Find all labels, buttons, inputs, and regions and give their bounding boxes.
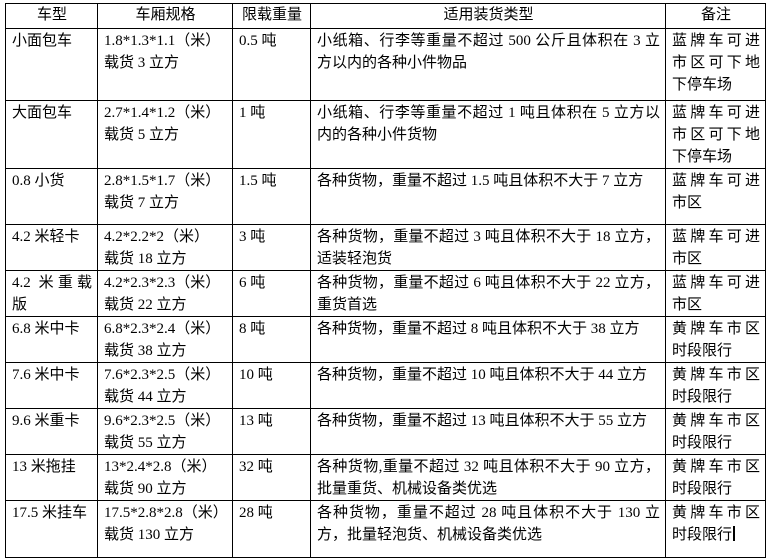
cell-cargo-type: 各种货物，重量不超过 28 吨且体积不大于 130 立方，批量轻泡货、机械设备类… <box>310 500 666 558</box>
cell-box-spec: 2.7*1.4*1.2（米） 载货 5 立方 <box>97 100 233 169</box>
cell-remark: 黄牌车市区时段限行 <box>665 362 766 409</box>
spec-volume: 载货 5 立方 <box>104 127 180 143</box>
spec-dimensions: 13*2.4*2.8（米） <box>104 459 217 475</box>
cell-cargo-type: 各种货物，重量不超过 1.5 吨且体积不大于 7 立方 <box>310 168 666 225</box>
column-header-load-limit: 限载重量 <box>232 3 311 29</box>
cell-box-spec: 4.2*2.3*2.3（米） 载货 22 立方 <box>97 270 233 317</box>
spec-dimensions: 4.2*2.2*2（米） <box>104 229 210 245</box>
spec-dimensions: 1.8*1.3*1.1（米） <box>104 33 221 49</box>
cell-box-spec: 4.2*2.2*2（米） 载货 18 立方 <box>97 224 233 271</box>
table-row: 小面包车 1.8*1.3*1.1（米） 载货 3 立方 0.5 吨 小纸箱、行李… <box>5 28 766 101</box>
cell-box-spec: 6.8*2.3*2.4（米） 载货 38 立方 <box>97 316 233 363</box>
cell-remark: 蓝牌车可进市区可下地下停车场 <box>665 28 766 101</box>
cell-remark: 黄牌车市区时段限行 <box>665 316 766 363</box>
cell-box-spec: 7.6*2.3*2.5（米） 载货 44 立方 <box>97 362 233 409</box>
cell-remark: 蓝牌车可进市区 <box>665 224 766 271</box>
table-row: 17.5 米挂车 17.5*2.8*2.8（米） 载货 130 立方 28 吨 … <box>5 500 766 558</box>
cell-vehicle-type: 0.8 小货 <box>5 168 98 225</box>
spec-volume: 载货 18 立方 <box>104 251 187 267</box>
cell-vehicle-type: 4.2 米轻卡 <box>5 224 98 271</box>
table-row: 0.8 小货 2.8*1.5*1.7（米） 载货 7 立方 1.5 吨 各种货物… <box>5 168 766 225</box>
column-header-vehicle-type: 车型 <box>5 3 98 29</box>
cell-vehicle-type: 9.6 米重卡 <box>5 408 98 455</box>
cell-load-limit: 0.5 吨 <box>232 28 311 101</box>
spec-volume: 载货 22 立方 <box>104 297 187 313</box>
cell-remark: 黄牌车市区时段限行 <box>665 454 766 501</box>
cell-box-spec: 2.8*1.5*1.7（米） 载货 7 立方 <box>97 168 233 225</box>
spec-dimensions: 9.6*2.3*2.5（米） <box>104 413 221 429</box>
cell-remark: 黄牌车市区时段限行 <box>665 500 766 558</box>
spec-dimensions: 6.8*2.3*2.4（米） <box>104 321 221 337</box>
table-row: 4.2 米轻卡 4.2*2.2*2（米） 载货 18 立方 3 吨 各种货物，重… <box>5 224 766 271</box>
text-cursor <box>733 526 736 541</box>
column-header-box-spec: 车厢规格 <box>97 3 233 29</box>
column-header-remark: 备注 <box>665 3 766 29</box>
cell-remark: 蓝牌车可进市区 <box>665 168 766 225</box>
cell-remark: 蓝牌车可进市区 <box>665 270 766 317</box>
table-row: 4.2 米重载版 4.2*2.3*2.3（米） 载货 22 立方 6 吨 各种货… <box>5 270 766 317</box>
cell-box-spec: 13*2.4*2.8（米） 载货 90 立方 <box>97 454 233 501</box>
cell-cargo-type: 小纸箱、行李等重量不超过 1 吨且体积在 5 立方以内的各种小件货物 <box>310 100 666 169</box>
cell-box-spec: 17.5*2.8*2.8（米） 载货 130 立方 <box>97 500 233 558</box>
cell-load-limit: 32 吨 <box>232 454 311 501</box>
cell-vehicle-type: 6.8 米中卡 <box>5 316 98 363</box>
spec-volume: 载货 44 立方 <box>104 389 187 405</box>
cell-cargo-type: 各种货物，重量不超过 8 吨且体积不大于 38 立方 <box>310 316 666 363</box>
spec-volume: 载货 90 立方 <box>104 481 187 497</box>
cell-cargo-type: 各种货物，重量不超过 6 吨且体积不大于 22 立方，重货首选 <box>310 270 666 317</box>
cell-load-limit: 6 吨 <box>232 270 311 317</box>
spec-volume: 载货 7 立方 <box>104 195 180 211</box>
cell-box-spec: 1.8*1.3*1.1（米） 载货 3 立方 <box>97 28 233 101</box>
spec-volume: 载货 3 立方 <box>104 55 180 71</box>
cell-remark: 蓝牌车可进市区可下地下停车场 <box>665 100 766 169</box>
cell-box-spec: 9.6*2.3*2.5（米） 载货 55 立方 <box>97 408 233 455</box>
cell-vehicle-type: 7.6 米中卡 <box>5 362 98 409</box>
cell-load-limit: 28 吨 <box>232 500 311 558</box>
cell-load-limit: 1.5 吨 <box>232 168 311 225</box>
table-row: 6.8 米中卡 6.8*2.3*2.4（米） 载货 38 立方 8 吨 各种货物… <box>5 316 766 363</box>
cell-vehicle-type: 大面包车 <box>5 100 98 169</box>
cell-cargo-type: 各种货物,重量不超过 32 吨且体积不大于 90 立方，批量重货、机械设备类优选 <box>310 454 666 501</box>
vehicle-spec-table: 车型 车厢规格 限载重量 适用装货类型 备注 小面包车 1.8*1.3*1.1（… <box>5 3 766 558</box>
spec-dimensions: 17.5*2.8*2.8（米） <box>104 505 228 521</box>
spec-volume: 载货 55 立方 <box>104 435 187 451</box>
remark-text: 黄牌车市区时段限行 <box>672 505 760 543</box>
cell-vehicle-type: 4.2 米重载版 <box>5 270 98 317</box>
cell-vehicle-type: 小面包车 <box>5 28 98 101</box>
table-row: 大面包车 2.7*1.4*1.2（米） 载货 5 立方 1 吨 小纸箱、行李等重… <box>5 100 766 169</box>
cell-load-limit: 3 吨 <box>232 224 311 271</box>
header-row: 车型 车厢规格 限载重量 适用装货类型 备注 <box>5 3 766 29</box>
spec-volume: 载货 38 立方 <box>104 343 187 359</box>
cell-cargo-type: 小纸箱、行李等重量不超过 500 公斤且体积在 3 立方以内的各种小件物品 <box>310 28 666 101</box>
cell-cargo-type: 各种货物，重量不超过 13 吨且体积不大于 55 立方 <box>310 408 666 455</box>
cell-load-limit: 10 吨 <box>232 362 311 409</box>
cell-remark: 黄牌车市区时段限行 <box>665 408 766 455</box>
cell-load-limit: 8 吨 <box>232 316 311 363</box>
spec-dimensions: 7.6*2.3*2.5（米） <box>104 367 221 383</box>
spec-volume: 载货 130 立方 <box>104 527 195 543</box>
column-header-cargo-type: 适用装货类型 <box>310 3 666 29</box>
cell-vehicle-type: 13 米拖挂 <box>5 454 98 501</box>
spec-dimensions: 2.8*1.5*1.7（米） <box>104 173 221 189</box>
cell-cargo-type: 各种货物，重量不超过 3 吨且体积不大于 18 立方，适装轻泡货 <box>310 224 666 271</box>
cell-load-limit: 13 吨 <box>232 408 311 455</box>
table-row: 13 米拖挂 13*2.4*2.8（米） 载货 90 立方 32 吨 各种货物,… <box>5 454 766 501</box>
table-row: 7.6 米中卡 7.6*2.3*2.5（米） 载货 44 立方 10 吨 各种货… <box>5 362 766 409</box>
document-page: 车型 车厢规格 限载重量 适用装货类型 备注 小面包车 1.8*1.3*1.1（… <box>5 3 766 558</box>
spec-dimensions: 4.2*2.3*2.3（米） <box>104 275 221 291</box>
table-row: 9.6 米重卡 9.6*2.3*2.5（米） 载货 55 立方 13 吨 各种货… <box>5 408 766 455</box>
cell-cargo-type: 各种货物，重量不超过 10 吨且体积不大于 44 立方 <box>310 362 666 409</box>
cell-vehicle-type: 17.5 米挂车 <box>5 500 98 558</box>
spec-dimensions: 2.7*1.4*1.2（米） <box>104 105 221 121</box>
cell-load-limit: 1 吨 <box>232 100 311 169</box>
